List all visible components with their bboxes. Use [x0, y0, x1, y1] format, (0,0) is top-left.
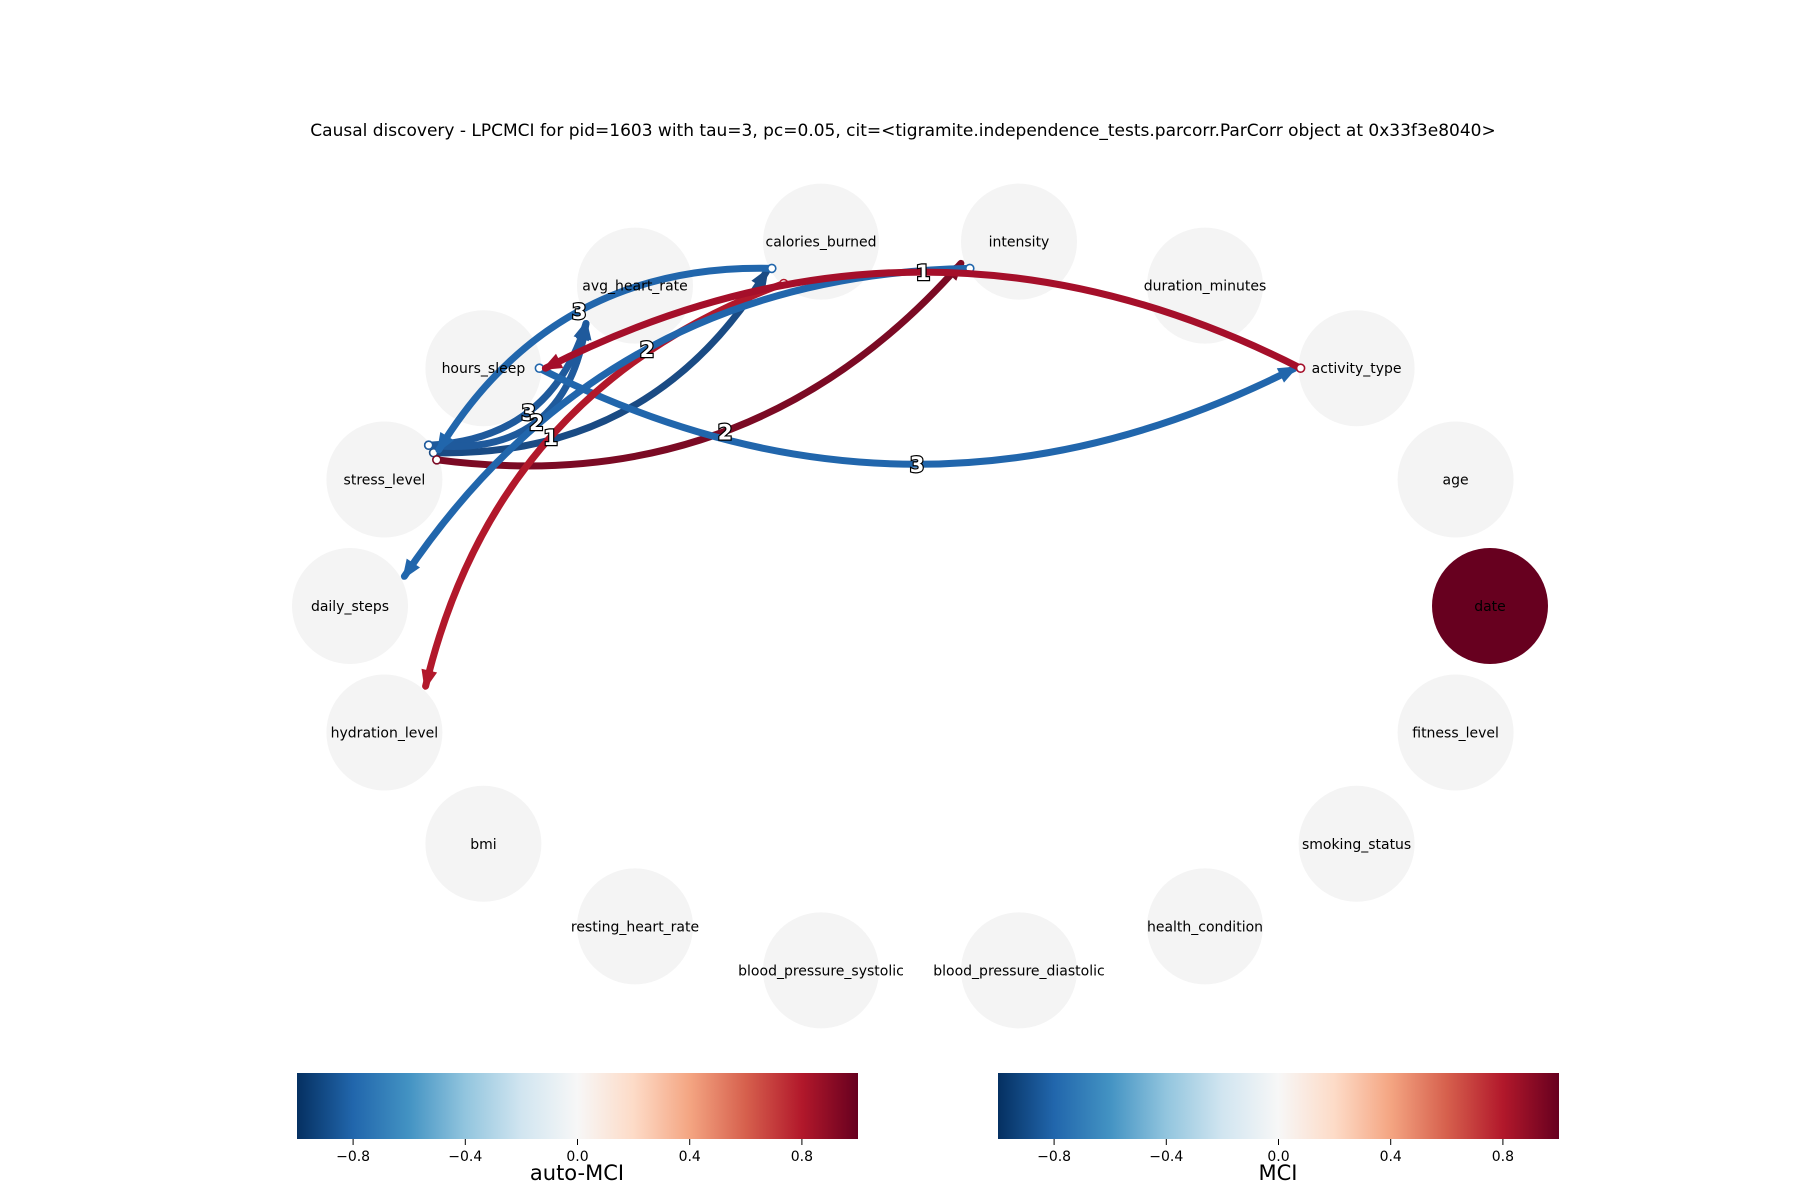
node-label-activity-type: activity_type	[1312, 361, 1402, 377]
node-labels-layer: calories_burned intensity duration_minutes…	[311, 235, 1506, 980]
node-label-resting-heart-rate: resting_heart_rate	[571, 919, 699, 935]
colorbar-tick-label: 0.8	[1492, 1149, 1514, 1165]
colorbar-tick-label: −0.4	[1149, 1149, 1183, 1165]
node-fitness-level	[1397, 674, 1514, 791]
edge-arrowhead	[421, 668, 438, 691]
edge-tail-marker	[1295, 363, 1306, 374]
node-label-age: age	[1443, 473, 1469, 489]
node-label-stress-level: stress_level	[344, 473, 426, 489]
node-hydration-level	[326, 674, 443, 791]
edge-tail-marker	[431, 454, 442, 465]
node-label-intensity: intensity	[989, 235, 1050, 251]
edge-lag-label: 1	[916, 261, 931, 285]
colorbar-tick-label: 0.4	[1380, 1149, 1402, 1165]
node-label-duration-minutes: duration_minutes	[1144, 279, 1267, 295]
colorbar-tick-label: 0.8	[791, 1149, 813, 1165]
edge-arrowhead	[575, 319, 592, 341]
edge-lag-label: 3	[572, 300, 587, 324]
node-smoking-status	[1298, 785, 1415, 902]
node-daily-steps	[292, 548, 408, 664]
node-activity-type	[1298, 310, 1415, 427]
edge-lag-label: 2	[640, 338, 655, 362]
node-health-condition	[1147, 868, 1263, 985]
edge-arrowhead	[541, 353, 564, 370]
edge-arrowhead	[436, 432, 454, 454]
node-intensity	[961, 183, 1077, 300]
node-label-bmi: bmi	[470, 837, 496, 853]
node-bmi	[425, 785, 542, 902]
colorbar-mci: −0.8 −0.4 0.0 0.4 0.8 MCI	[998, 1073, 1559, 1185]
edges-layer	[400, 259, 1306, 691]
node-label-fitness-level: fitness_level	[1412, 726, 1499, 742]
edge-activity-type-to-hours-sleep	[541, 268, 1305, 372]
node-blood-pressure-systolic	[763, 912, 879, 1029]
node-label-avg-heart-rate: avg_heart_rate	[582, 279, 688, 295]
colorbar-mci-label: MCI	[1259, 1161, 1298, 1185]
edge-lag-label: 2	[529, 411, 544, 435]
node-label-blood-pressure-diastolic: blood_pressure_diastolic	[933, 963, 1104, 979]
edge-arrowhead	[402, 558, 420, 580]
colorbar-auto-mci: −0.8 −0.4 0.0 0.4 0.8 auto-MCI	[297, 1073, 858, 1185]
edge-tail-marker	[423, 440, 434, 451]
colorbar-tick-label: 0.0	[566, 1149, 588, 1165]
node-label-date: date	[1474, 599, 1506, 615]
node-label-daily-steps: daily_steps	[311, 599, 389, 615]
node-date	[1432, 548, 1548, 664]
colorbar-auto-mci-ticks: −0.8 −0.4 0.0 0.4 0.8	[336, 1139, 813, 1165]
colorbar-tick-label: −0.8	[1037, 1149, 1071, 1165]
figure-title: Causal discovery - LPCMCI for pid=1603 w…	[310, 121, 1495, 141]
node-stress-level	[326, 421, 443, 538]
node-age	[1397, 421, 1514, 538]
colorbar-tick-label: −0.4	[448, 1149, 482, 1165]
node-label-smoking-status: smoking_status	[1302, 837, 1411, 853]
colorbar-auto-mci-gradient	[297, 1073, 858, 1139]
edge-calories-burned-to-stress-level	[435, 264, 776, 454]
node-label-calories-burned: calories_burned	[766, 235, 877, 251]
node-calories-burned	[763, 183, 879, 300]
edge-arrowhead	[751, 267, 769, 290]
colorbar-tick-label: 0.0	[1267, 1149, 1289, 1165]
colorbar-tick-label: 0.4	[679, 1149, 701, 1165]
edge-lag-label: 2	[718, 420, 733, 444]
edge-lag-label: 3	[910, 453, 925, 477]
node-resting-heart-rate	[577, 868, 693, 985]
colorbar-mci-ticks: −0.8 −0.4 0.0 0.4 0.8	[1037, 1139, 1514, 1165]
edge-hours-sleep-to-activity-type	[535, 364, 1299, 468]
edge-tail-marker	[766, 263, 777, 274]
edge-arrowhead	[1276, 366, 1299, 383]
node-blood-pressure-diastolic	[961, 912, 1077, 1029]
colorbar-auto-mci-label: auto-MCI	[530, 1161, 624, 1185]
colorbar-mci-gradient	[998, 1073, 1559, 1139]
node-label-health-condition: health_condition	[1147, 919, 1263, 935]
node-label-hours-sleep: hours_sleep	[442, 361, 526, 377]
colorbar-tick-label: −0.8	[336, 1149, 370, 1165]
node-label-blood-pressure-systolic: blood_pressure_systolic	[738, 963, 904, 979]
edge-lag-label: 3	[521, 401, 536, 425]
nodes-layer	[292, 183, 1548, 1029]
node-hours-sleep	[425, 310, 542, 427]
edge-lag-label: 1	[543, 426, 558, 450]
node-label-hydration-level: hydration_level	[331, 726, 439, 742]
